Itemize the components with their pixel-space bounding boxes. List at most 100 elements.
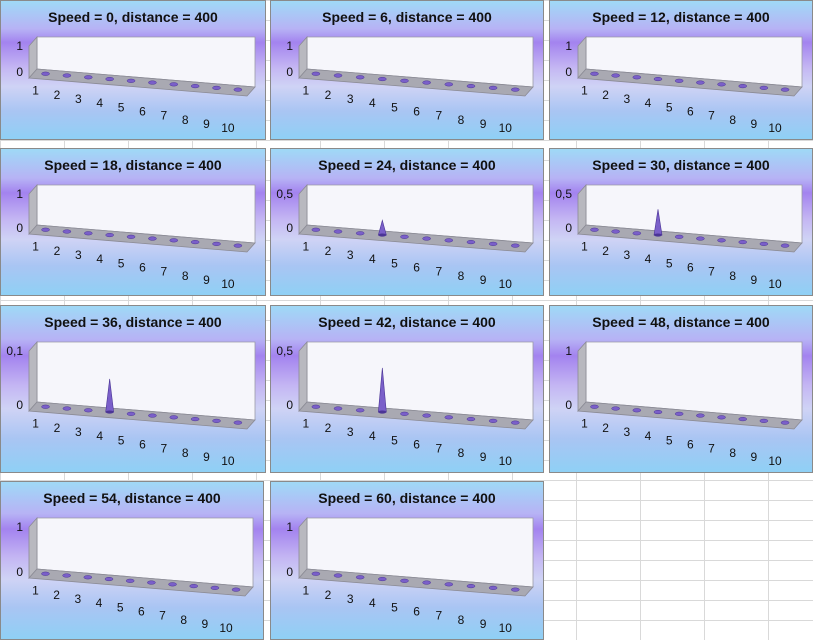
y-tick-label: 1	[16, 187, 23, 201]
chart-7[interactable]: Speed = 42, distance = 400 0 0,5 1 2 3 4 5 6 7 8 9…	[270, 305, 544, 473]
zero-value-marker	[400, 411, 409, 416]
zero-value-marker	[780, 87, 790, 92]
chart-3[interactable]: Speed = 18, distance = 400 0 1 1 2 3 4 5 6 7 8 9 10	[0, 148, 266, 296]
y-tick-label: 1	[286, 39, 293, 53]
zero-value-marker	[590, 71, 599, 76]
zero-value-marker	[233, 87, 243, 92]
chart-2[interactable]: Speed = 12, distance = 400 0 1 1 2 3 4 5 6 7 8 9 10	[549, 0, 813, 140]
zero-value-marker	[674, 234, 684, 239]
chart-title: Speed = 24, distance = 400	[318, 157, 496, 173]
zero-value-marker	[444, 238, 454, 243]
x-tick-label: 6	[138, 605, 145, 619]
zero-value-marker	[105, 233, 114, 238]
x-tick-label: 3	[623, 92, 630, 106]
side-wall	[28, 340, 38, 413]
x-tick-label: 8	[182, 269, 189, 283]
x-tick-label: 4	[369, 252, 376, 266]
zero-value-marker	[400, 234, 409, 239]
chart-10[interactable]: Speed = 60, distance = 400 0 1 1 2 3 4 5 6 7 8 9 10	[270, 481, 544, 640]
zero-value-marker	[759, 418, 769, 423]
zero-value-marker	[83, 575, 93, 580]
chart-4[interactable]: Speed = 24, distance = 400 0 0,5 1 2 3 4 5 6 7 8 9…	[270, 148, 544, 296]
x-tick-label: 2	[325, 88, 332, 102]
x-tick-label: 1	[581, 417, 588, 431]
y-tick-label: 0,1	[6, 344, 23, 358]
x-tick-label: 5	[666, 100, 673, 114]
x-tick-label: 4	[645, 96, 652, 110]
y-tick-label: 1	[565, 344, 572, 358]
x-tick-label: 8	[458, 446, 465, 460]
zero-value-marker	[696, 413, 705, 418]
zero-value-marker	[717, 82, 726, 87]
chart-9[interactable]: Speed = 54, distance = 400 0 1 1 2 3 4 5 6 7 8 9 10	[0, 481, 264, 640]
x-tick-label: 5	[118, 100, 125, 114]
chart-0[interactable]: Speed = 0, distance = 400 0 1 1 2 3 4 5 6 7 8 9 10	[0, 0, 266, 140]
zero-value-marker	[422, 413, 431, 418]
zero-value-marker	[511, 243, 520, 248]
x-tick-label: 1	[32, 417, 39, 431]
chart-title: Speed = 54, distance = 400	[43, 490, 221, 506]
x-tick-label: 2	[602, 421, 609, 435]
y-tick-label: 0	[286, 65, 293, 79]
zero-value-marker	[311, 227, 321, 232]
chart-title: Speed = 36, distance = 400	[44, 314, 222, 330]
x-tick-label: 9	[203, 117, 210, 131]
zero-value-marker	[488, 85, 498, 90]
x-tick-label: 8	[729, 446, 736, 460]
zero-value-marker	[488, 418, 498, 423]
x-tick-label: 7	[708, 265, 715, 279]
zero-value-marker	[333, 229, 343, 234]
x-tick-label: 6	[413, 605, 420, 619]
x-tick-label: 7	[708, 109, 715, 123]
y-tick-label: 0,5	[555, 187, 572, 201]
zero-value-marker	[355, 575, 365, 580]
x-tick-label: 2	[54, 244, 61, 258]
zero-value-marker	[190, 240, 200, 245]
zero-value-marker	[511, 587, 520, 592]
x-tick-label: 10	[221, 454, 235, 468]
chart-title: Speed = 60, distance = 400	[318, 490, 496, 506]
x-tick-label: 8	[458, 613, 465, 627]
y-tick-label: 0	[565, 221, 572, 235]
y-tick-label: 0	[565, 65, 572, 79]
zero-value-marker	[488, 241, 498, 246]
x-tick-label: 1	[303, 417, 310, 431]
cone-bar	[377, 219, 387, 237]
x-tick-label: 4	[369, 429, 376, 443]
chart-8[interactable]: Speed = 48, distance = 400 0 1 1 2 3 4 5 6 7 8 9 10	[549, 305, 813, 473]
cone-base	[378, 410, 387, 414]
y-tick-label: 0,5	[276, 344, 293, 358]
y-tick-label: 1	[565, 39, 572, 53]
zero-value-marker	[189, 584, 198, 589]
x-tick-label: 1	[303, 584, 310, 598]
chart-1[interactable]: Speed = 6, distance = 400 0 1 1 2 3 4 5 6 7 8 9 10	[270, 0, 544, 140]
zero-value-marker	[511, 420, 520, 425]
zero-value-marker	[148, 236, 157, 241]
chart-5[interactable]: Speed = 30, distance = 400 0 0,5 1 2 3 4 5 6 7 8 9…	[549, 148, 813, 296]
zero-value-marker	[62, 229, 72, 234]
x-tick-label: 3	[75, 425, 82, 439]
x-tick-label: 2	[53, 588, 60, 602]
x-tick-label: 3	[347, 425, 354, 439]
x-tick-label: 1	[303, 240, 310, 254]
x-tick-label: 4	[645, 252, 652, 266]
chart-6[interactable]: Speed = 36, distance = 400 0 0,1 1 2 3 4 5 6 7 8 9…	[0, 305, 266, 473]
zero-value-marker	[378, 577, 387, 582]
zero-value-marker	[422, 80, 431, 85]
x-tick-label: 10	[499, 121, 513, 135]
zero-value-marker	[780, 420, 790, 425]
x-tick-label: 1	[581, 240, 588, 254]
zero-value-marker	[126, 78, 136, 83]
cone-base	[378, 233, 387, 237]
zero-value-marker	[231, 587, 241, 592]
zero-value-marker	[148, 413, 157, 418]
chart-plot: 011 2 3 4 5 6 7 8 9 10	[286, 35, 534, 135]
x-tick-label: 7	[435, 109, 442, 123]
x-tick-label: 5	[391, 256, 398, 270]
x-tick-label: 10	[768, 277, 782, 291]
side-wall	[577, 340, 587, 413]
zero-value-marker	[759, 241, 769, 246]
chart-plot: 0 0,5 1 2 3 4 5 6 7 8 9 10	[276, 340, 534, 468]
x-tick-label: 2	[325, 421, 332, 435]
zero-value-marker	[233, 420, 243, 425]
